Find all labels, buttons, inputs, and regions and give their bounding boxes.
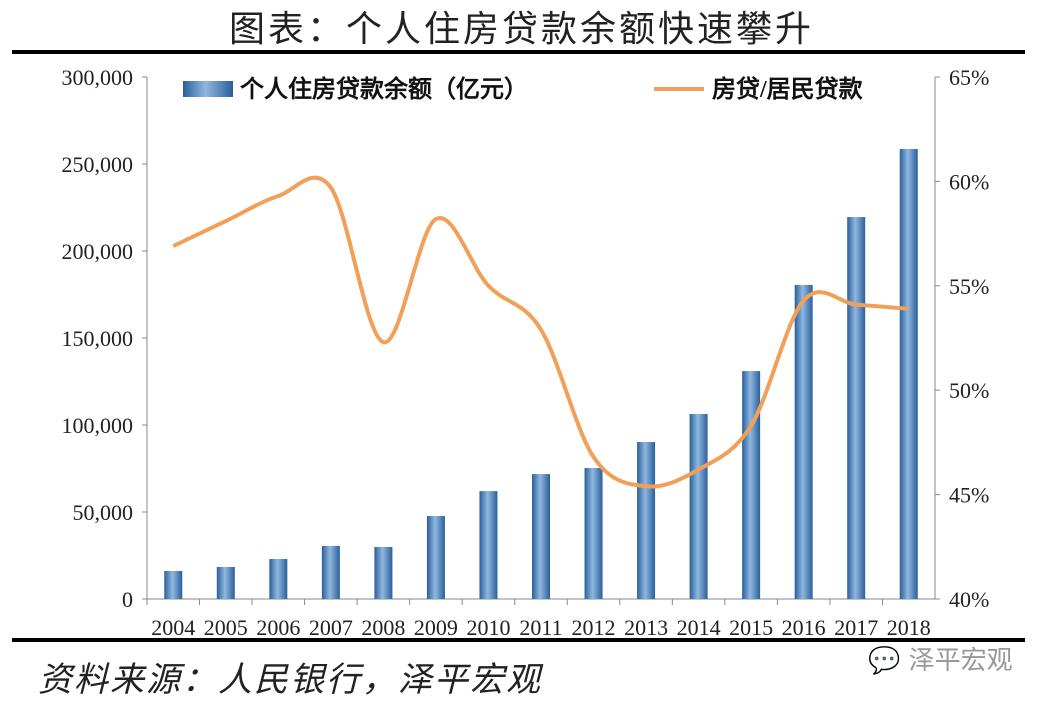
watermark-text: 泽平宏观 bbox=[908, 646, 1013, 676]
bar-2018 bbox=[899, 149, 918, 599]
x-tick-label: 2018 bbox=[887, 615, 931, 640]
x-tick-label: 2011 bbox=[519, 615, 562, 640]
x-tick-label: 2013 bbox=[624, 615, 668, 640]
bar-2006 bbox=[269, 558, 288, 599]
bar-2008 bbox=[374, 546, 393, 599]
bar-2009 bbox=[426, 516, 445, 599]
x-tick-label: 2017 bbox=[834, 615, 878, 640]
right-tick-label: 60% bbox=[949, 169, 989, 194]
bar-2017 bbox=[847, 217, 866, 599]
wechat-icon: 💬 bbox=[868, 646, 901, 676]
bar-2015 bbox=[742, 371, 761, 599]
bar-2016 bbox=[794, 284, 813, 599]
top-rule bbox=[12, 50, 1025, 54]
legend-bar-label: 个人住房贷款余额（亿元） bbox=[240, 75, 528, 103]
x-tick-label: 2007 bbox=[309, 615, 353, 640]
left-tick-label: 50,000 bbox=[73, 500, 134, 525]
right-tick-label: 40% bbox=[949, 587, 989, 612]
source-note: 资料来源：人民银行，泽平宏观 bbox=[38, 662, 542, 699]
left-tick-label: 300,000 bbox=[62, 65, 134, 90]
right-tick-label: 55% bbox=[949, 274, 989, 299]
x-tick-label: 2008 bbox=[361, 615, 405, 640]
chart-title: 图表：个人住房贷款余额快速攀升 bbox=[228, 9, 814, 49]
legend-line-label: 房贷/居民贷款 bbox=[712, 75, 864, 103]
bar-2010 bbox=[479, 491, 498, 599]
x-tick-label: 2016 bbox=[782, 615, 826, 640]
bar-2007 bbox=[321, 545, 340, 599]
bottom-rule bbox=[12, 638, 1025, 642]
x-tick-label: 2009 bbox=[414, 615, 458, 640]
watermark: 💬 泽平宏观 bbox=[868, 640, 1013, 677]
ratio-line bbox=[172, 175, 909, 489]
bar-2013 bbox=[637, 442, 656, 599]
left-tick-label: 0 bbox=[122, 587, 133, 612]
x-tick-label: 2010 bbox=[466, 615, 510, 640]
bar-2005 bbox=[216, 566, 235, 599]
bar-2014 bbox=[689, 414, 708, 599]
bar-2011 bbox=[532, 474, 550, 599]
left-tick-label: 150,000 bbox=[62, 326, 134, 351]
right-tick-label: 50% bbox=[949, 378, 989, 403]
right-tick-label: 45% bbox=[949, 483, 989, 508]
left-tick-label: 250,000 bbox=[62, 152, 134, 177]
x-tick-label: 2006 bbox=[256, 615, 300, 640]
bar-2004 bbox=[164, 570, 183, 599]
left-tick-label: 200,000 bbox=[62, 239, 134, 264]
left-tick-label: 100,000 bbox=[62, 413, 134, 438]
x-tick-label: 2014 bbox=[677, 615, 721, 640]
x-tick-label: 2004 bbox=[151, 615, 195, 640]
x-tick-label: 2015 bbox=[729, 615, 773, 640]
right-tick-label: 65% bbox=[949, 65, 989, 90]
legend-bar-swatch bbox=[183, 81, 233, 97]
x-tick-label: 2012 bbox=[572, 615, 616, 640]
bar-2012 bbox=[584, 467, 603, 599]
x-tick-label: 2005 bbox=[204, 615, 248, 640]
